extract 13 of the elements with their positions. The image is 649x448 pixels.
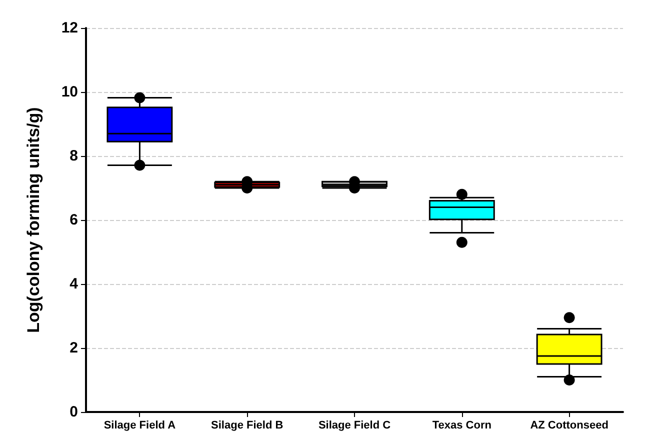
- y-tick-label: 0: [70, 404, 78, 420]
- y-tick-label: 4: [70, 276, 79, 292]
- y-tick-label: 2: [70, 340, 78, 356]
- y-tick-label: 8: [70, 148, 78, 164]
- x-tick-label: Silage Field B: [211, 420, 284, 432]
- x-tick-label: Texas Corn: [432, 420, 492, 432]
- x-tick-label: AZ Cottonseed: [530, 420, 608, 432]
- y-tick-label: 10: [61, 84, 78, 100]
- x-tick-label: Silage Field A: [104, 420, 176, 432]
- y-tick-label: 12: [61, 20, 78, 36]
- y-axis-title: Log(colony forming units/g): [24, 107, 43, 333]
- x-tick-label: Silage Field C: [318, 420, 391, 432]
- y-tick-label: 6: [70, 212, 78, 228]
